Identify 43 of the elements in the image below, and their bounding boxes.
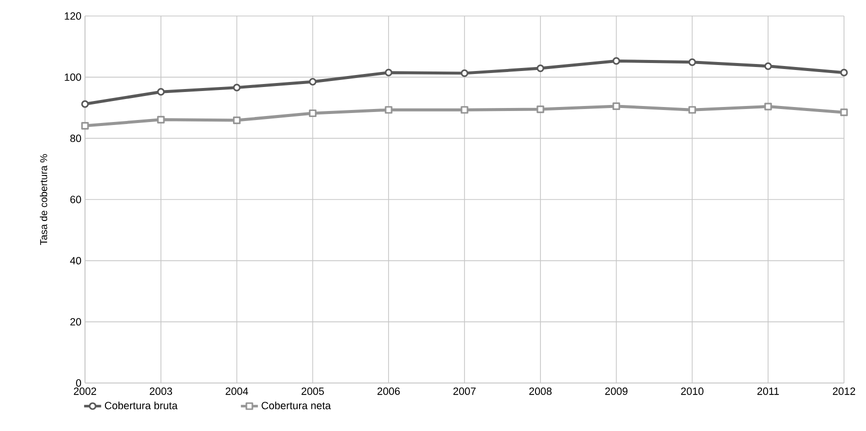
x-tick-label: 2009 <box>605 388 628 395</box>
point <box>612 102 620 110</box>
point <box>460 106 468 114</box>
y-tick-label: 100 <box>64 73 82 81</box>
y-tick-label: 40 <box>70 256 82 264</box>
x-tick-label: 2004 <box>226 388 248 395</box>
x-tick-label: 2007 <box>453 388 476 395</box>
point <box>81 122 89 130</box>
point <box>157 88 165 96</box>
point <box>157 116 165 124</box>
x-tick-label: 2002 <box>74 388 96 395</box>
legend-label: Cobertura bruta <box>104 402 178 410</box>
point <box>233 116 241 124</box>
y-axis-title: Tasa de cobertura % <box>40 154 48 245</box>
legend-label: Cobertura neta <box>262 402 331 410</box>
point <box>840 108 848 116</box>
y-tick-label: 20 <box>70 318 82 326</box>
x-tick-label: 2011 <box>757 388 779 395</box>
y-tick-label: 80 <box>70 134 82 142</box>
x-tick-label: 2006 <box>378 388 400 395</box>
x-tick-label: 2003 <box>150 388 172 395</box>
x-tick-label: 2010 <box>681 388 704 395</box>
point <box>536 64 544 72</box>
point <box>764 102 772 110</box>
y-tick-label: 60 <box>70 196 82 204</box>
point <box>308 78 317 86</box>
x-tick-label: 2012 <box>832 388 856 395</box>
point <box>233 84 241 92</box>
point <box>536 105 544 114</box>
point <box>688 106 696 114</box>
point <box>81 100 89 108</box>
point <box>840 68 848 76</box>
x-tick-label: 2005 <box>302 388 324 395</box>
point <box>688 58 696 66</box>
point <box>384 68 392 76</box>
x-tick-label: 2008 <box>529 388 552 395</box>
point <box>764 62 772 70</box>
y-tick-label: 120 <box>64 12 82 20</box>
point <box>612 57 620 65</box>
point <box>308 109 317 118</box>
point <box>384 106 392 114</box>
point <box>460 69 468 77</box>
y-tick-label: 0 <box>76 379 82 387</box>
